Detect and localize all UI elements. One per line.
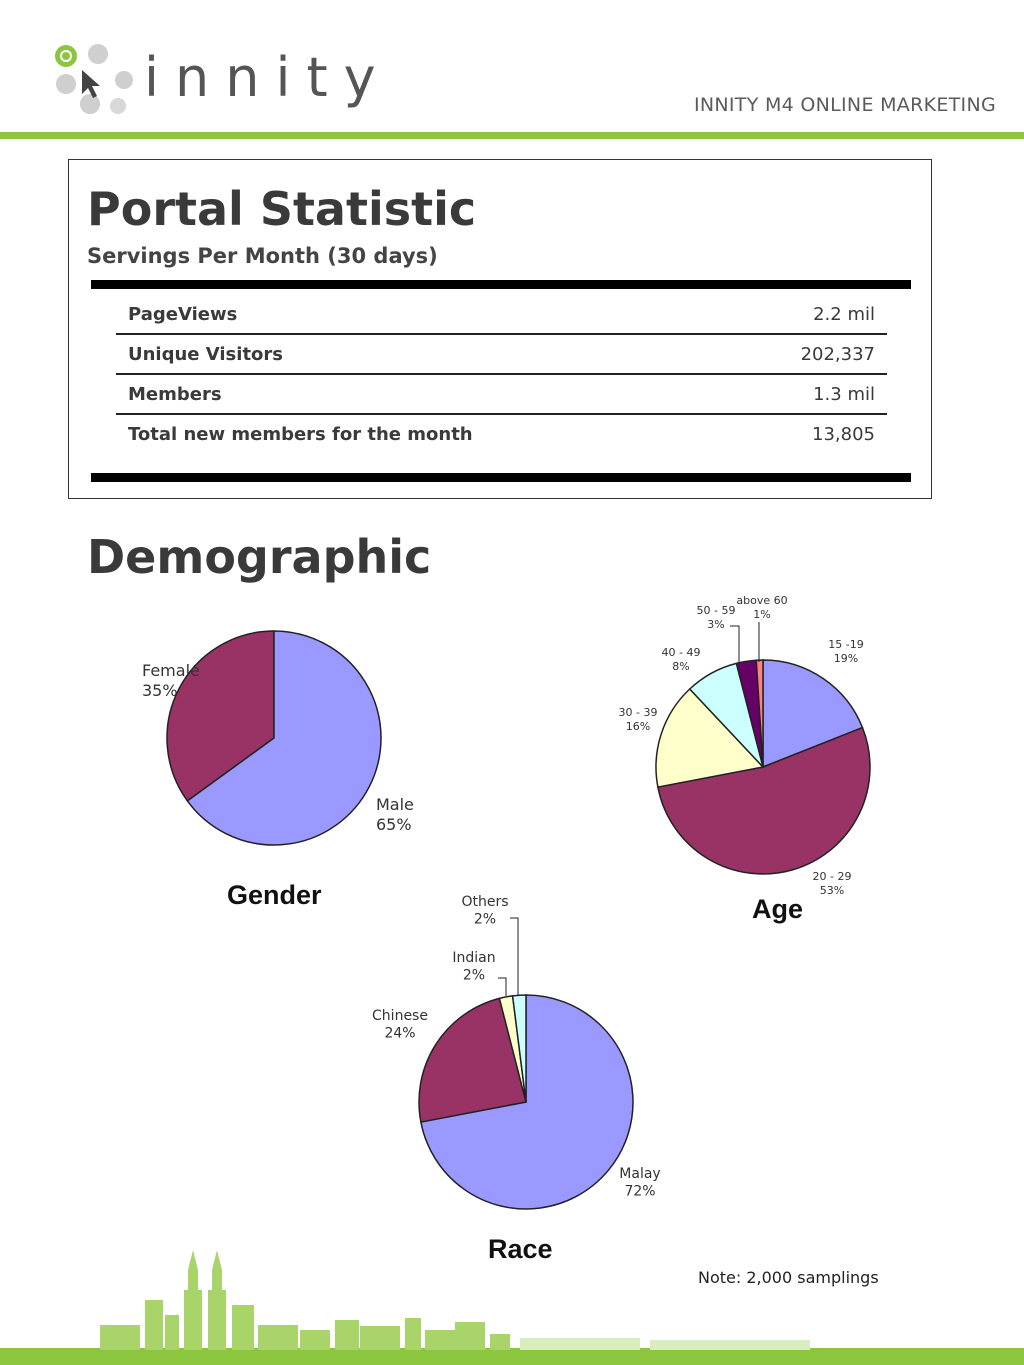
row-value: 2.2 mil bbox=[724, 295, 887, 335]
page-header: innity INNITY M4 ONLINE MARKETING bbox=[0, 0, 1024, 140]
pie-slice-30-39 bbox=[655, 687, 765, 788]
header-divider bbox=[0, 132, 1024, 139]
slice-category-label: 20 - 29 bbox=[813, 870, 852, 883]
portal-statistic-subtitle: Servings Per Month (30 days) bbox=[87, 244, 438, 268]
portal-statistic-panel: Portal Statistic Servings Per Month (30 … bbox=[68, 159, 932, 499]
slice-percent-label: 24% bbox=[384, 1026, 415, 1042]
header-tagline: INNITY M4 ONLINE MARKETING bbox=[693, 94, 996, 116]
table-row: Total new members for the month 13,805 bbox=[116, 414, 887, 453]
city-skyline-illustration bbox=[0, 1250, 1024, 1365]
slice-category-label: Others bbox=[461, 894, 508, 910]
slice-percent-label: 2% bbox=[463, 968, 485, 984]
row-label: Unique Visitors bbox=[116, 334, 725, 375]
age-chart-caption: Age bbox=[752, 894, 804, 924]
slice-category-label: Malay bbox=[619, 1166, 660, 1182]
innity-logo-icon bbox=[55, 44, 133, 114]
pie-slice-others bbox=[511, 994, 527, 1103]
pie-slice-above-60 bbox=[755, 659, 764, 768]
slice-percent-label: 16% bbox=[626, 720, 650, 733]
portal-statistic-title: Portal Statistic bbox=[87, 182, 477, 236]
pie-slice-15-19 bbox=[762, 659, 864, 769]
slice-percent-label: 65% bbox=[376, 815, 412, 834]
leader-line bbox=[730, 625, 740, 664]
slice-category-label: Female bbox=[142, 661, 200, 680]
slice-category-label: above 60 bbox=[736, 594, 787, 607]
slice-percent-label: 53% bbox=[820, 884, 844, 897]
stats-table: PageViews 2.2 mil Unique Visitors 202,33… bbox=[116, 295, 887, 453]
table-row: Members 1.3 mil bbox=[116, 374, 887, 415]
table-row: PageViews 2.2 mil bbox=[116, 295, 887, 335]
slice-percent-label: 8% bbox=[672, 660, 689, 673]
table-bottom-rule bbox=[91, 473, 911, 482]
race-pie-chart: Malay 72% Chinese 24% Indian 2% Others 2% bbox=[372, 894, 661, 1210]
slice-category-label: Male bbox=[376, 795, 414, 814]
slice-percent-label: 72% bbox=[624, 1184, 655, 1200]
slice-percent-label: 35% bbox=[142, 681, 178, 700]
slice-category-label: 50 - 59 bbox=[697, 604, 736, 617]
leader-line bbox=[510, 917, 519, 996]
row-value: 202,337 bbox=[724, 334, 887, 375]
slice-percent-label: 3% bbox=[707, 618, 724, 631]
pie-slice-20-29 bbox=[657, 726, 871, 875]
pie-slice-malay bbox=[420, 994, 634, 1210]
row-value: 13,805 bbox=[812, 423, 875, 445]
slice-category-label: 30 - 39 bbox=[619, 706, 658, 719]
leader-line bbox=[498, 977, 507, 996]
table-top-rule bbox=[91, 280, 911, 289]
gender-chart-caption: Gender bbox=[227, 880, 322, 910]
demographic-title: Demographic bbox=[87, 530, 432, 584]
pie-slice-male bbox=[186, 630, 382, 846]
slice-percent-label: 1% bbox=[753, 608, 770, 621]
slice-category-label: 40 - 49 bbox=[662, 646, 701, 659]
table-row: Unique Visitors 202,337 bbox=[116, 334, 887, 375]
row-label: PageViews bbox=[116, 295, 725, 335]
sampling-note: Note: 2,000 samplings bbox=[698, 1268, 879, 1287]
slice-percent-label: 2% bbox=[474, 912, 496, 928]
logo-wordmark: innity bbox=[144, 46, 392, 109]
pie-slice-female bbox=[166, 630, 275, 802]
row-value: 1.3 mil bbox=[724, 374, 887, 415]
slice-category-label: Indian bbox=[452, 950, 495, 966]
slice-category-label: Chinese bbox=[372, 1008, 428, 1024]
pie-slice-chinese bbox=[418, 997, 527, 1123]
slice-category-label: 15 -19 bbox=[828, 638, 863, 651]
row-label: Members bbox=[116, 374, 725, 415]
row-label: Total new members for the month bbox=[128, 423, 473, 445]
race-chart-caption: Race bbox=[488, 1234, 553, 1264]
slice-percent-label: 19% bbox=[834, 652, 858, 665]
